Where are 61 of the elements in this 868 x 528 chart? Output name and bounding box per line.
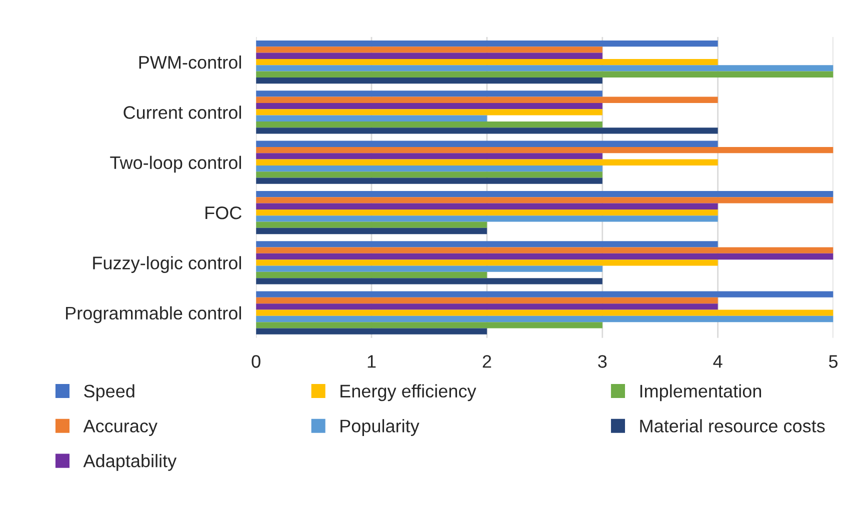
bar bbox=[256, 52, 602, 59]
bar bbox=[256, 58, 718, 66]
bar bbox=[256, 297, 718, 304]
bar bbox=[256, 197, 834, 204]
bar bbox=[256, 96, 718, 103]
bar bbox=[256, 260, 718, 266]
bar bbox=[256, 247, 834, 254]
bar bbox=[256, 153, 602, 160]
bar bbox=[256, 40, 718, 47]
bar bbox=[256, 253, 834, 260]
legend-label: Speed bbox=[84, 384, 134, 402]
bar bbox=[256, 146, 834, 154]
bar bbox=[256, 109, 602, 116]
bar bbox=[256, 140, 718, 147]
legend-label: Popularity bbox=[340, 419, 420, 436]
bar bbox=[256, 310, 834, 316]
bar bbox=[256, 328, 487, 334]
legend-label: Accuracy bbox=[83, 420, 158, 436]
bar bbox=[256, 272, 487, 278]
bar bbox=[256, 209, 718, 216]
y-tick-label: Current control bbox=[124, 106, 241, 119]
bar bbox=[256, 77, 602, 84]
x-tick-label: 5 bbox=[828, 355, 838, 368]
bar bbox=[256, 65, 834, 72]
y-tick-label: Programmable control bbox=[66, 306, 241, 324]
y-tick-label: Two-loop control bbox=[110, 156, 241, 173]
y-tick-label: PWM-control bbox=[139, 56, 241, 69]
x-tick-label: 4 bbox=[713, 355, 722, 368]
bar bbox=[256, 241, 718, 248]
legend-label: Implementation bbox=[640, 384, 762, 402]
bar bbox=[256, 278, 602, 284]
bar bbox=[256, 216, 718, 222]
bar bbox=[256, 165, 602, 172]
x-tick-label: 0 bbox=[252, 355, 260, 368]
bar bbox=[256, 322, 602, 328]
bar bbox=[256, 304, 718, 310]
bar bbox=[256, 128, 718, 134]
bar bbox=[256, 121, 602, 128]
bar bbox=[256, 46, 602, 53]
bar bbox=[256, 90, 602, 97]
legend-label: Adaptability bbox=[83, 454, 177, 471]
bar bbox=[256, 178, 602, 184]
bar bbox=[256, 102, 602, 110]
y-tick-label: FOC bbox=[206, 206, 242, 220]
bar bbox=[256, 203, 718, 210]
bar bbox=[256, 159, 718, 166]
bar bbox=[256, 316, 834, 322]
bar bbox=[256, 266, 602, 272]
x-tick-label: 1 bbox=[368, 355, 376, 368]
bar bbox=[256, 222, 487, 228]
legend-label: Energy efficiency bbox=[340, 384, 476, 402]
bar bbox=[256, 71, 834, 78]
x-tick-label: 2 bbox=[482, 355, 492, 368]
bar bbox=[256, 172, 602, 178]
legend-label: Material resource costs bbox=[640, 419, 825, 432]
bar bbox=[256, 291, 834, 298]
y-tick-label: Fuzzy-logic control bbox=[93, 256, 241, 273]
bar bbox=[256, 228, 487, 234]
bar bbox=[256, 190, 834, 198]
bar bbox=[256, 115, 487, 122]
x-tick-label: 3 bbox=[598, 355, 607, 368]
